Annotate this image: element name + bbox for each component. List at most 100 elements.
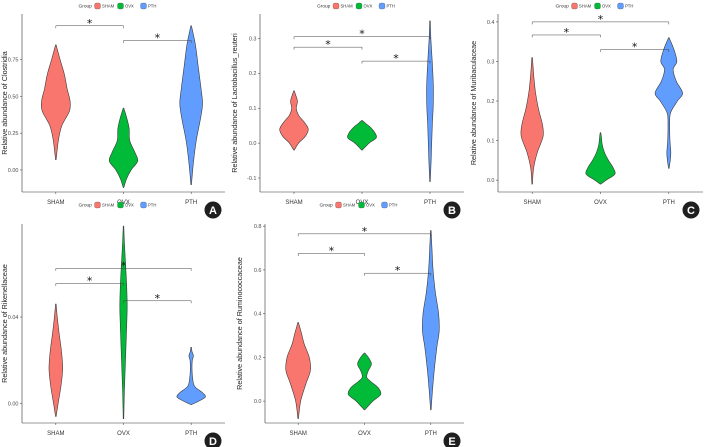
legend: Group SHAM OVX PTH bbox=[320, 201, 397, 209]
significance-sham-ovx: * bbox=[297, 245, 365, 258]
legend: Group SHAM OVX PTH bbox=[556, 2, 633, 10]
legend-label-ovx: OVX bbox=[366, 203, 375, 208]
legend-label-pth: PTH bbox=[148, 4, 156, 9]
violin-ovx bbox=[108, 107, 139, 188]
y-tick-label: 0.4 bbox=[487, 20, 495, 26]
legend: Group SHAM OVX PTH bbox=[317, 2, 395, 10]
y-tick-label: 0.2 bbox=[249, 71, 257, 77]
legend-label-sham: SHAM bbox=[102, 4, 115, 9]
significance-bracket bbox=[55, 283, 124, 286]
legend-title: Group bbox=[320, 203, 334, 209]
legend-key-sham bbox=[335, 201, 342, 209]
violin-sham bbox=[520, 57, 544, 185]
significance-bracket bbox=[531, 34, 601, 38]
legend-label-sham: SHAM bbox=[102, 203, 115, 208]
panel-badge bbox=[204, 432, 222, 447]
significance-sham-pth: * bbox=[531, 13, 670, 26]
y-tick-label: 0.00 bbox=[8, 401, 19, 407]
y-tick-label: 0.25 bbox=[8, 131, 19, 137]
x-tick-label-pth: PTH bbox=[185, 200, 197, 206]
y-tick-label: 0.3 bbox=[249, 36, 257, 42]
x-tick-label-sham: SHAM bbox=[289, 431, 306, 437]
legend-key-pth bbox=[381, 201, 388, 209]
violin-pth bbox=[176, 346, 206, 405]
significance-bracket bbox=[297, 233, 432, 237]
y-tick-label: 0.2 bbox=[487, 99, 495, 105]
panel-badge-label: B bbox=[448, 205, 456, 217]
significance-ovx-pth: * bbox=[361, 52, 431, 65]
significance-ovx-pth: * bbox=[123, 292, 192, 305]
y-tick-label: 0.6 bbox=[254, 268, 262, 274]
panel-badge bbox=[204, 201, 222, 219]
significance-star: * bbox=[121, 259, 127, 272]
significance-star: * bbox=[359, 28, 365, 41]
y-tick-label: 0.75 bbox=[8, 58, 19, 64]
significance-star: * bbox=[598, 13, 604, 26]
violin-sham bbox=[285, 322, 311, 419]
x-tick-label-pth: PTH bbox=[425, 431, 437, 437]
legend-key-ovx bbox=[358, 201, 365, 209]
legend-key-pth bbox=[140, 201, 147, 209]
legend-key-pth bbox=[378, 2, 386, 10]
significance-star: * bbox=[87, 17, 93, 30]
x-tick-label-pth: PTH bbox=[424, 200, 436, 206]
y-axis-title: Relative abundance of Rikenellaceae bbox=[0, 264, 9, 383]
x-tick-label-sham: SHAM bbox=[523, 200, 540, 206]
significance-star: * bbox=[155, 31, 161, 44]
legend-key-ovx bbox=[117, 2, 124, 10]
significance-bracket bbox=[364, 272, 432, 276]
significance-star: * bbox=[325, 38, 331, 51]
legend-key-ovx bbox=[355, 2, 363, 10]
y-tick-label: -0.1 bbox=[247, 176, 256, 182]
significance-star: * bbox=[329, 245, 335, 258]
significance-bracket bbox=[123, 300, 192, 304]
y-tick-label: 0.0 bbox=[487, 178, 495, 184]
significance-star: * bbox=[87, 274, 93, 287]
y-axis-title: Relative abundance of Lactobacillus_reut… bbox=[230, 33, 239, 173]
violin-pth bbox=[179, 25, 203, 185]
violin-ovx bbox=[347, 352, 382, 411]
legend-label-ovx: OVX bbox=[125, 203, 134, 208]
legend-label-pth: PTH bbox=[387, 4, 395, 9]
panel-badge bbox=[682, 201, 700, 219]
y-axis-title: Relative abundance of Muribaculaceae bbox=[469, 41, 478, 165]
x-tick-label-pth: PTH bbox=[185, 431, 197, 437]
panel-badge-label: E bbox=[448, 436, 455, 447]
y-tick-label: 0.8 bbox=[254, 224, 262, 230]
significance-sham-pth: * bbox=[297, 225, 432, 238]
panel-C: Group SHAM OVX PTH 0.0 0.1 0.2 0.3 0.4 SHAM OVX PTH… bbox=[469, 2, 703, 219]
significance-star: * bbox=[564, 26, 570, 39]
legend-title: Group bbox=[317, 4, 331, 10]
legend-label-sham: SHAM bbox=[343, 203, 356, 208]
significance-ovx-pth: * bbox=[600, 41, 670, 54]
legend-key-ovx bbox=[117, 201, 124, 209]
violin-pth bbox=[654, 37, 683, 169]
legend-label-pth: PTH bbox=[625, 4, 633, 9]
x-tick-label-ovx: OVX bbox=[358, 431, 371, 437]
significance-ovx-pth: * bbox=[123, 31, 192, 44]
significance-star: * bbox=[393, 52, 399, 65]
x-tick-label-ovx: OVX bbox=[594, 200, 607, 206]
legend-label-pth: PTH bbox=[389, 203, 397, 208]
significance-bracket bbox=[293, 36, 431, 40]
legend-label-ovx: OVX bbox=[364, 4, 373, 9]
y-tick-label: 0.2 bbox=[254, 355, 262, 361]
legend-label-ovx: OVX bbox=[602, 4, 611, 9]
legend-key-pth bbox=[617, 2, 624, 10]
panel-badge-label: D bbox=[209, 436, 217, 447]
significance-sham-ovx: * bbox=[55, 274, 124, 287]
legend-key-sham bbox=[94, 2, 101, 10]
significance-sham-pth: * bbox=[293, 28, 431, 41]
x-tick-label-sham: SHAM bbox=[47, 431, 64, 437]
significance-bracket bbox=[55, 25, 124, 29]
significance-bracket bbox=[361, 60, 431, 64]
panel-badge bbox=[443, 432, 461, 447]
y-tick-label: 0.1 bbox=[487, 138, 495, 144]
y-tick-label: 0.4 bbox=[254, 312, 262, 318]
x-tick-label-sham: SHAM bbox=[285, 200, 302, 206]
legend-key-sham bbox=[332, 2, 340, 10]
legend-key-ovx bbox=[594, 2, 601, 10]
x-tick-label-sham: SHAM bbox=[47, 200, 64, 206]
